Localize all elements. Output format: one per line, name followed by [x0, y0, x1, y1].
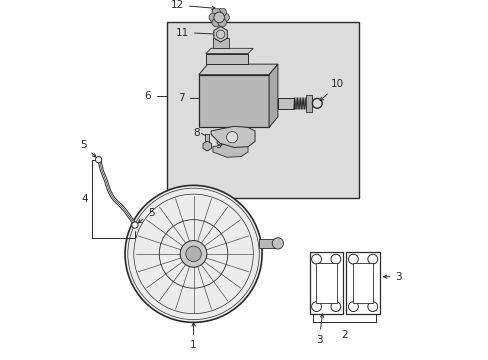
Circle shape: [221, 13, 229, 22]
Circle shape: [212, 8, 220, 17]
Bar: [315, 263, 336, 303]
Circle shape: [180, 240, 206, 267]
Circle shape: [348, 302, 358, 311]
Polygon shape: [205, 48, 253, 54]
Circle shape: [208, 13, 217, 22]
Bar: [205, 54, 247, 64]
Circle shape: [131, 222, 138, 228]
Circle shape: [311, 254, 321, 264]
Polygon shape: [268, 64, 277, 127]
Polygon shape: [213, 27, 227, 42]
Text: 5: 5: [138, 208, 154, 223]
Text: 4: 4: [81, 194, 88, 204]
Text: 7: 7: [178, 93, 208, 103]
Bar: [352, 263, 373, 303]
Bar: [277, 98, 293, 109]
Text: 2: 2: [341, 330, 347, 340]
Circle shape: [348, 254, 358, 264]
Bar: [346, 252, 379, 314]
Bar: [212, 38, 228, 48]
Circle shape: [330, 254, 340, 264]
Text: 5: 5: [80, 140, 96, 157]
Circle shape: [218, 18, 226, 27]
Circle shape: [226, 132, 237, 143]
Text: 11: 11: [175, 27, 216, 37]
Text: 3: 3: [383, 272, 402, 282]
Text: 9: 9: [215, 140, 222, 150]
Text: 12: 12: [170, 0, 215, 10]
Bar: [167, 22, 358, 198]
Text: 1: 1: [190, 323, 197, 350]
Bar: [309, 252, 342, 314]
Circle shape: [311, 302, 321, 311]
Text: 10: 10: [320, 79, 344, 101]
Circle shape: [330, 302, 340, 311]
Circle shape: [367, 254, 377, 264]
Bar: [199, 75, 268, 127]
Circle shape: [272, 238, 283, 249]
Text: 6: 6: [144, 91, 151, 101]
Text: 8: 8: [193, 128, 199, 138]
Polygon shape: [211, 126, 255, 147]
Text: 3: 3: [315, 314, 323, 345]
Circle shape: [95, 157, 102, 163]
Polygon shape: [212, 143, 247, 157]
Bar: [305, 95, 312, 112]
Bar: [205, 134, 209, 143]
Polygon shape: [203, 141, 211, 151]
Circle shape: [212, 18, 220, 27]
Circle shape: [185, 246, 201, 262]
Circle shape: [213, 12, 224, 23]
Circle shape: [218, 8, 226, 17]
Circle shape: [125, 185, 262, 323]
Bar: [258, 239, 276, 248]
Circle shape: [367, 302, 377, 311]
Polygon shape: [199, 64, 277, 75]
